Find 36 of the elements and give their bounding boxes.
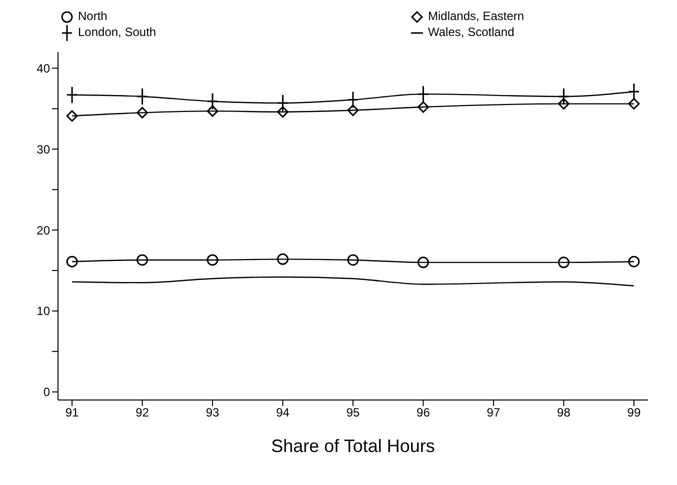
x-tick-label: 91 xyxy=(65,406,80,420)
x-tick-label: 94 xyxy=(276,406,290,420)
y-tick-label: 0 xyxy=(43,385,50,400)
y-tick-label: 10 xyxy=(36,304,50,318)
y-tick-label: 20 xyxy=(36,223,50,238)
x-tick-label: 93 xyxy=(206,406,220,420)
legend-label: Midlands, Eastern xyxy=(427,8,526,24)
point xyxy=(206,254,218,266)
point xyxy=(558,98,570,110)
line-series xyxy=(71,276,635,286)
point xyxy=(66,110,78,122)
point xyxy=(347,104,359,116)
point xyxy=(558,256,570,268)
y-tick-label: 40 xyxy=(36,61,50,76)
point xyxy=(136,254,148,266)
legend-label: North xyxy=(77,8,108,24)
point xyxy=(66,256,78,268)
point xyxy=(136,106,148,118)
x-tick-label: 96 xyxy=(416,406,430,420)
point xyxy=(277,106,289,118)
x-tick-label: 97 xyxy=(486,406,500,420)
x-tick-label: 99 xyxy=(627,406,641,420)
x-tick-label: 98 xyxy=(557,406,571,420)
point xyxy=(206,105,218,117)
x-tick-label: 95 xyxy=(346,406,360,420)
point xyxy=(347,254,359,266)
point xyxy=(628,98,640,110)
point xyxy=(417,256,429,268)
legend-label: Wales, Scotland xyxy=(427,24,516,40)
point xyxy=(277,253,289,265)
y-tick-label: 30 xyxy=(36,142,50,156)
x-axis-title: Share of Total Hours xyxy=(271,436,435,456)
point xyxy=(628,256,640,268)
legend-label: London, South xyxy=(77,24,158,40)
point xyxy=(417,101,429,113)
x-tick-label: 92 xyxy=(136,406,150,420)
